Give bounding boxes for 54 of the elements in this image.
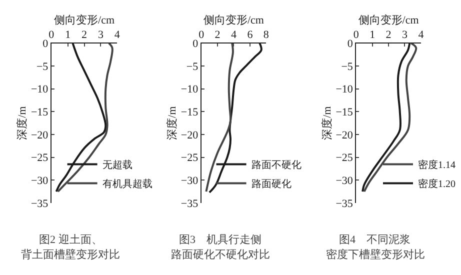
y-tick-label: −15 — [336, 106, 354, 119]
text: 路面硬化不硬化对比 — [171, 248, 270, 261]
y-tick-label: 0 — [347, 38, 354, 50]
legend-label: 有机具超载 — [102, 178, 152, 190]
x-tick-label: 6 — [247, 28, 254, 41]
y-axis-title: 深度/m — [16, 106, 29, 140]
y-tick-label: −5 — [341, 60, 354, 73]
x-tick-label: 4 — [418, 28, 424, 41]
caption: 图4 不同泥浆 — [339, 234, 410, 246]
x-tick-label: 8 — [263, 28, 270, 41]
y-tick-label: −10 — [336, 84, 354, 96]
x-axis-title: 侧向变形/cm — [54, 14, 115, 27]
y-tick-label: 0 — [192, 38, 199, 50]
legend-label: 密度1.14 — [418, 159, 456, 172]
y-tick-label: −5 — [186, 60, 199, 73]
y-axis-title: 深度/m — [320, 106, 334, 140]
x-tick-label: 3 — [402, 28, 408, 41]
y-tick-label: −20 — [336, 129, 354, 142]
y-axis-title: 深度/m — [166, 106, 179, 140]
x-axis-title: 侧向变形/cm — [203, 14, 264, 27]
x-tick-label: 1 — [65, 28, 71, 41]
x-tick-label: 3 — [98, 28, 104, 41]
legend-label: 路面不硬化 — [251, 159, 302, 172]
x-tick-label: 1 — [370, 28, 376, 41]
y-tick-label: −30 — [30, 175, 49, 188]
x-tick-label: 2 — [82, 28, 88, 41]
x-axis-title: 侧向变形/cm — [358, 14, 420, 27]
y-tick-label: −25 — [180, 152, 199, 164]
y-tick-label: −35 — [180, 198, 199, 210]
caption: 图2 迎土面、 — [39, 233, 102, 246]
y-tick-label: −30 — [336, 175, 354, 188]
y-tick-label: −30 — [180, 175, 199, 188]
y-tick-label: 0 — [42, 38, 49, 50]
y-tick-label: −35 — [30, 198, 49, 210]
text: 背土面槽壁变形对比 — [21, 248, 120, 261]
legend-label: 路面硬化 — [251, 178, 292, 190]
y-tick-label: −25 — [336, 152, 354, 164]
y-tick-label: −15 — [180, 106, 199, 119]
y-tick-label: −25 — [30, 152, 49, 164]
y-tick-label: −10 — [30, 84, 49, 96]
text: 密度下槽壁变形对比 — [326, 248, 425, 261]
legend-label: 无超载 — [102, 159, 132, 172]
x-tick-label: 4 — [114, 28, 120, 41]
x-tick-label: 2 — [214, 28, 220, 41]
y-tick-label: −20 — [30, 129, 49, 142]
y-tick-label: −5 — [36, 60, 49, 73]
y-tick-label: −35 — [336, 198, 354, 210]
legend-label: 密度1.20 — [418, 178, 456, 190]
y-tick-label: −20 — [180, 129, 199, 142]
x-tick-label: 4 — [230, 28, 237, 41]
caption: 图3 机具行走侧 — [179, 233, 262, 246]
x-tick-label: 2 — [386, 28, 392, 41]
y-tick-label: −15 — [30, 106, 49, 119]
y-tick-label: −10 — [180, 84, 199, 96]
